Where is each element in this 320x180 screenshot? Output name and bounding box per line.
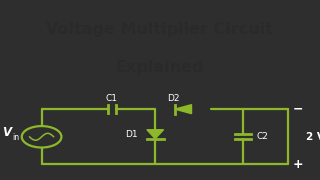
Polygon shape [175,105,191,114]
Text: +: + [293,158,303,171]
Text: C2: C2 [257,132,268,141]
Text: D2: D2 [167,94,180,103]
Text: D1: D1 [125,130,138,139]
Text: C1: C1 [106,94,118,103]
Text: −: − [293,103,303,116]
Text: V: V [3,127,12,140]
Polygon shape [147,130,164,139]
Text: Explained: Explained [116,60,204,75]
Text: in: in [12,133,19,142]
Text: 2 Vm: 2 Vm [306,132,320,142]
Text: Voltage Multiplier Circuit: Voltage Multiplier Circuit [46,22,274,37]
